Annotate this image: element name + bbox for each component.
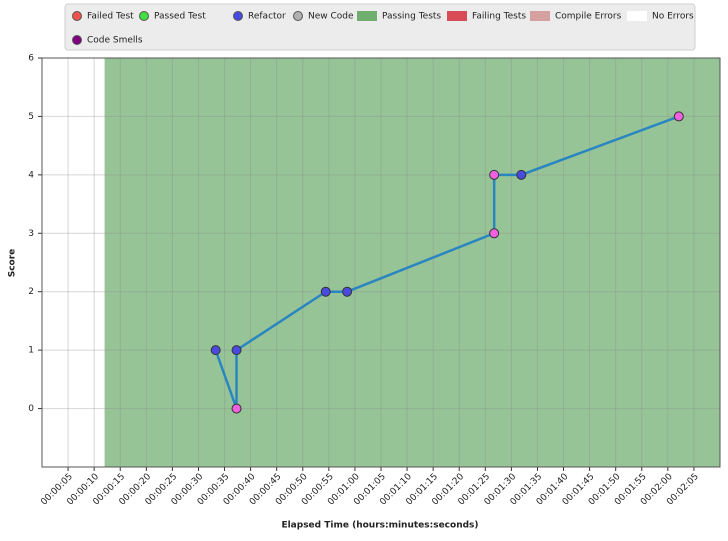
legend-label: Compile Errors [555, 12, 622, 22]
legend-label: Code Smells [87, 36, 143, 46]
legend-label: Passing Tests [382, 12, 441, 22]
data-point [342, 286, 353, 297]
y-tick-label: 4 [28, 170, 34, 180]
legend-label: New Code [308, 12, 354, 22]
band [104, 58, 721, 467]
data-point [231, 345, 242, 356]
y-tick-label: 0 [28, 404, 34, 414]
y-tick-label: 1 [28, 346, 34, 356]
y-tick-label: 5 [28, 112, 34, 122]
y-tick-label: 2 [28, 287, 34, 297]
y-axis-title: Score [8, 249, 18, 278]
data-point [673, 111, 684, 122]
legend-swatch [627, 11, 647, 21]
band [42, 58, 105, 467]
plot-frame [41, 57, 721, 468]
legend-swatch [139, 11, 149, 21]
legend-label: Failed Test [87, 12, 134, 22]
legend-swatch [293, 11, 303, 21]
legend-label: No Errors [652, 12, 694, 22]
data-point [320, 286, 331, 297]
x-axis-title: Elapsed Time (hours:minutes:seconds) [281, 521, 478, 531]
legend-label: Passed Test [154, 12, 206, 22]
legend-swatch [72, 35, 82, 45]
legend-swatch [447, 11, 467, 21]
legend-label: Refactor [248, 12, 286, 22]
data-point [210, 345, 221, 356]
data-point [489, 169, 500, 180]
data-point [489, 228, 500, 239]
data-point [231, 403, 242, 414]
legend-swatch [357, 11, 377, 21]
y-tick-label: 6 [28, 54, 34, 64]
legend-swatch [233, 11, 243, 21]
legend-label: Failing Tests [472, 12, 526, 22]
legend-swatch [72, 11, 82, 21]
data-point [516, 169, 527, 180]
y-tick-label: 3 [28, 229, 34, 239]
legend-swatch [530, 11, 550, 21]
